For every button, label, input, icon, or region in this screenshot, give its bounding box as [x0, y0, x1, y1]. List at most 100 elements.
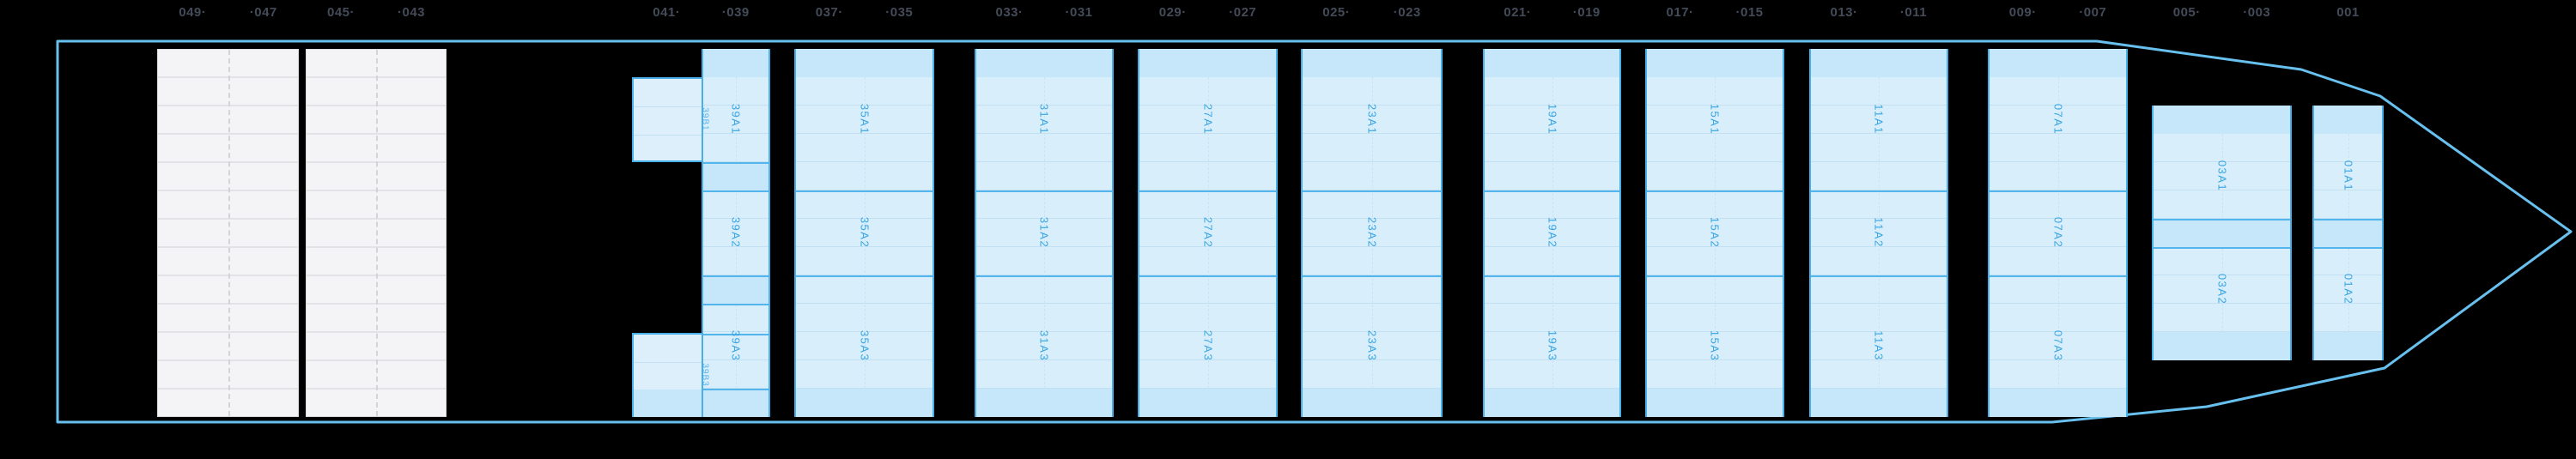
label-03A1: 03A1 — [2215, 160, 2228, 192]
label-01A1: 01A1 — [2342, 160, 2354, 192]
bay-center-dash — [1044, 77, 1045, 389]
panel-49-47[interactable] — [157, 49, 299, 417]
bay-15: 15A1 15A2 15A3 — [1645, 49, 1784, 417]
bay-divider — [1811, 190, 1947, 192]
bay-divider — [703, 389, 769, 390]
bay-03-hatch-band — [2154, 106, 2290, 134]
bay-15-hatch-band — [1647, 389, 1783, 417]
bay-center-dash — [1715, 77, 1716, 389]
bay-03: 03A1 03A2 — [2152, 106, 2292, 360]
bay-23-hatch-band — [1303, 389, 1441, 417]
bay-11-hatch-band — [1811, 49, 1947, 77]
bay-07-hatch-band — [1990, 49, 2126, 77]
bay-39-hatch-band — [703, 389, 769, 417]
block-39B3-hatch-band — [634, 390, 702, 417]
hull-path — [56, 39, 2573, 424]
bay-11: 11A1 11A2 11A3 — [1809, 49, 1948, 417]
bay-divider — [2154, 219, 2290, 220]
label-23A2: 23A2 — [1365, 216, 1378, 249]
top-label-049: 049· — [179, 5, 207, 20]
label-03A2: 03A2 — [2215, 273, 2228, 305]
bay-center-dash — [736, 77, 737, 389]
label-35A2: 35A2 — [858, 216, 871, 249]
bay-divider — [976, 275, 1112, 277]
bay-divider — [2314, 219, 2382, 220]
bay-divider — [703, 190, 769, 192]
bay-31-hatch-band — [976, 49, 1112, 77]
bay-divider — [1139, 190, 1276, 192]
label-31A2: 31A2 — [1037, 216, 1051, 249]
top-label-005: 005· — [2172, 5, 2201, 20]
top-label-011: ·011 — [1899, 5, 1928, 20]
bay-19-hatch-band — [1485, 49, 1619, 77]
top-label-023: ·023 — [1393, 5, 1421, 20]
bay-19: 19A1 19A2 19A3 — [1483, 49, 1621, 417]
bay-35-hatch-band — [796, 49, 933, 77]
bay-divider — [976, 190, 1112, 192]
top-label-041: 041· — [653, 5, 681, 20]
panel-center-dash — [228, 50, 230, 416]
label-39A3: 39A3 — [729, 329, 743, 362]
label-39B3: 39B3 — [700, 363, 710, 387]
bay-divider — [1303, 190, 1441, 192]
label-31A3: 31A3 — [1037, 329, 1051, 362]
top-label-031: ·031 — [1065, 5, 1093, 20]
panel-45-43[interactable] — [306, 49, 447, 417]
panel-center-dash — [376, 50, 378, 416]
bay-center-dash — [864, 77, 866, 389]
label-19A2: 19A2 — [1546, 216, 1558, 249]
bay-divider — [2314, 247, 2382, 249]
label-11A3: 11A3 — [1872, 330, 1886, 361]
bay-39: 39A1 39A2 39A3 — [702, 49, 770, 417]
bay-divider — [1485, 275, 1619, 277]
bay-27-hatch-band — [1139, 389, 1276, 417]
bay-center-dash — [1371, 77, 1373, 389]
top-label-019: ·019 — [1572, 5, 1601, 20]
top-label-017: 017· — [1666, 5, 1694, 20]
label-31A1: 31A1 — [1037, 103, 1051, 136]
label-27A1: 27A1 — [1201, 103, 1214, 136]
bay-divider — [796, 190, 933, 192]
label-27A3: 27A3 — [1201, 329, 1214, 362]
label-23A1: 23A1 — [1365, 103, 1378, 136]
bay-27-hatch-band — [1139, 49, 1276, 77]
bay-divider — [1647, 190, 1783, 192]
bay-19-hatch-band — [1485, 389, 1619, 417]
top-label-025: 025· — [1322, 5, 1351, 20]
bay-07: 07A1 07A2 07A3 — [1988, 49, 2128, 417]
bay-01-hatch-band — [2314, 106, 2382, 134]
bay-divider — [1303, 275, 1441, 277]
top-label-009: 009· — [2008, 5, 2037, 20]
bay-01: 01A1 01A2 — [2312, 106, 2384, 360]
label-11A2: 11A2 — [1872, 217, 1886, 248]
bay-15-hatch-band — [1647, 49, 1783, 77]
bay-divider — [1990, 275, 2126, 277]
bay-divider — [796, 275, 933, 277]
label-15A1: 15A1 — [1708, 103, 1722, 136]
top-label-015: ·015 — [1735, 5, 1764, 20]
label-07A2: 07A2 — [2051, 216, 2064, 249]
block-39B1[interactable] — [632, 77, 703, 162]
bay-35-hatch-band — [796, 389, 933, 417]
top-label-035: ·035 — [885, 5, 914, 20]
bay-11-hatch-band — [1811, 389, 1947, 417]
bay-31: 31A1 31A2 31A3 — [975, 49, 1114, 417]
top-label-021: 021· — [1504, 5, 1532, 20]
top-label-027: ·027 — [1229, 5, 1257, 20]
bay-03-hatch-band — [2154, 332, 2290, 360]
bay-07-hatch-band — [1990, 389, 2126, 417]
bay-center-dash — [1879, 77, 1880, 389]
bay-01-hatch-band — [2314, 332, 2382, 360]
label-19A1: 19A1 — [1546, 103, 1558, 136]
block-39B3[interactable] — [632, 333, 703, 417]
top-label-003: ·003 — [2243, 5, 2271, 20]
label-27A2: 27A2 — [1201, 216, 1214, 249]
label-23A3: 23A3 — [1365, 329, 1378, 362]
label-39B1: 39B1 — [700, 107, 710, 131]
label-19A3: 19A3 — [1546, 329, 1558, 362]
top-label-047: ·047 — [249, 5, 277, 20]
bay-center-dash — [1207, 77, 1209, 389]
top-label-037: 037· — [815, 5, 843, 20]
